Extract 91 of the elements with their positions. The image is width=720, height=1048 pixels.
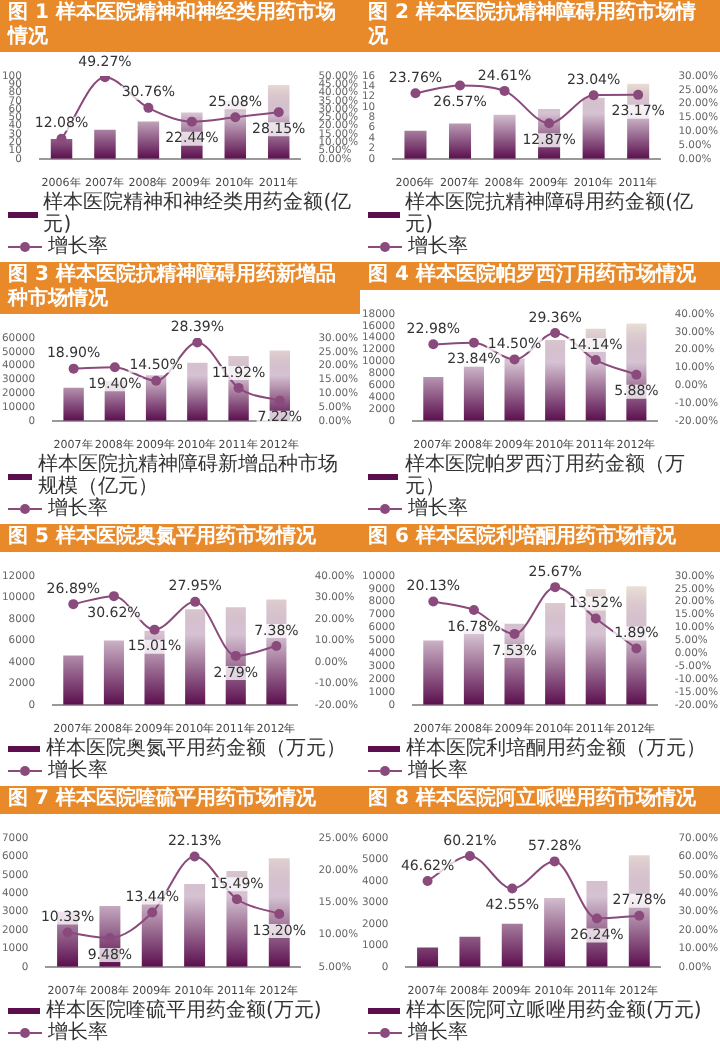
bar xyxy=(187,362,208,421)
point xyxy=(230,112,241,123)
legend-label: 样本医院利培酮用药金额（万元） xyxy=(406,738,706,760)
point xyxy=(588,90,599,101)
legend-label: 增长率 xyxy=(408,760,468,782)
point xyxy=(464,851,475,862)
point xyxy=(230,650,241,661)
bar xyxy=(63,655,84,705)
point xyxy=(468,605,479,616)
bar xyxy=(184,884,206,967)
point xyxy=(499,85,510,96)
point xyxy=(143,102,154,113)
bar xyxy=(501,923,523,967)
point xyxy=(274,908,285,919)
bar xyxy=(137,121,160,159)
point xyxy=(231,894,242,905)
legend-label: 增长率 xyxy=(408,1022,468,1044)
legend-label: 增长率 xyxy=(408,236,468,258)
legend-label: 样本医院奥氮平用药金额（万元） xyxy=(46,738,346,760)
point xyxy=(274,395,285,406)
legend-label: 增长率 xyxy=(48,236,108,258)
point xyxy=(631,643,642,654)
point xyxy=(590,613,601,624)
point xyxy=(271,641,282,652)
point xyxy=(233,382,244,393)
point xyxy=(468,337,479,348)
point xyxy=(68,363,79,374)
bar xyxy=(404,130,427,159)
point xyxy=(631,369,642,380)
legend-label: 增长率 xyxy=(48,498,108,520)
point xyxy=(591,913,602,924)
bar xyxy=(103,640,124,705)
point xyxy=(422,876,433,887)
point xyxy=(186,116,197,127)
point xyxy=(507,883,518,894)
bar xyxy=(423,376,444,421)
legend-label: 样本医院阿立哌唑用药金额(万元) xyxy=(406,1000,702,1022)
point xyxy=(550,582,561,593)
point xyxy=(147,907,158,918)
point xyxy=(509,354,520,365)
point xyxy=(590,355,601,366)
bar xyxy=(493,114,516,159)
bar xyxy=(504,358,525,421)
legend-label: 样本医院抗精神障碍用药金额(亿元) xyxy=(405,192,695,236)
chart-title: 图 7 样本医院喹硫平用药市场情况 xyxy=(0,786,360,814)
bar xyxy=(545,603,566,705)
bar xyxy=(459,936,481,967)
chart-title: 图 5 样本医院奥氮平用药市场情况 xyxy=(0,524,360,552)
point xyxy=(68,599,79,610)
point xyxy=(149,624,160,635)
point xyxy=(549,856,560,867)
point xyxy=(509,628,520,639)
legend-label: 增长率 xyxy=(48,1022,108,1044)
point xyxy=(190,596,201,607)
bar xyxy=(63,387,84,421)
legend-label: 样本医院抗精神障碍新增品种市场规模（亿元） xyxy=(37,454,340,498)
bar xyxy=(448,123,472,159)
point xyxy=(633,89,644,100)
chart-title: 图 3 样本医院抗精神障碍用药新增品种市场情况 xyxy=(0,262,360,314)
legend-label: 样本医院帕罗西汀用药金额（万元） xyxy=(404,454,687,498)
legend-label: 样本医院精神和神经类用药金额(亿元) xyxy=(43,192,352,236)
point xyxy=(108,591,119,602)
chart-title: 图 1 样本医院精神和神经类用药市场情况 xyxy=(0,0,360,52)
point xyxy=(455,80,466,91)
point xyxy=(544,118,555,129)
chart-title: 图 6 样本医院利培酮用药市场情况 xyxy=(360,524,720,552)
point xyxy=(56,133,67,144)
bar xyxy=(582,97,605,159)
bar xyxy=(544,898,566,967)
bar xyxy=(185,609,206,705)
point xyxy=(109,362,120,373)
bar xyxy=(94,129,116,159)
point xyxy=(62,927,73,938)
point xyxy=(189,851,200,862)
point xyxy=(192,338,203,348)
point xyxy=(550,327,561,338)
legend-label: 增长率 xyxy=(48,760,108,782)
legend-label: 样本医院喹硫平用药金额(万元) xyxy=(46,1000,322,1022)
bar xyxy=(423,640,444,705)
point xyxy=(410,88,421,99)
legend-label: 增长率 xyxy=(408,498,468,520)
bar xyxy=(417,947,439,967)
chart-title: 图 2 样本医院抗精神障碍用药市场情况 xyxy=(360,0,720,52)
point xyxy=(428,339,439,350)
point xyxy=(428,596,439,607)
point xyxy=(634,910,645,921)
chart-title: 图 8 样本医院阿立哌唑用药市场情况 xyxy=(360,786,720,814)
chart-title: 图 4 样本医院帕罗西汀用药市场情况 xyxy=(360,262,720,290)
point xyxy=(151,375,162,386)
point xyxy=(273,107,284,118)
bar xyxy=(545,340,566,421)
